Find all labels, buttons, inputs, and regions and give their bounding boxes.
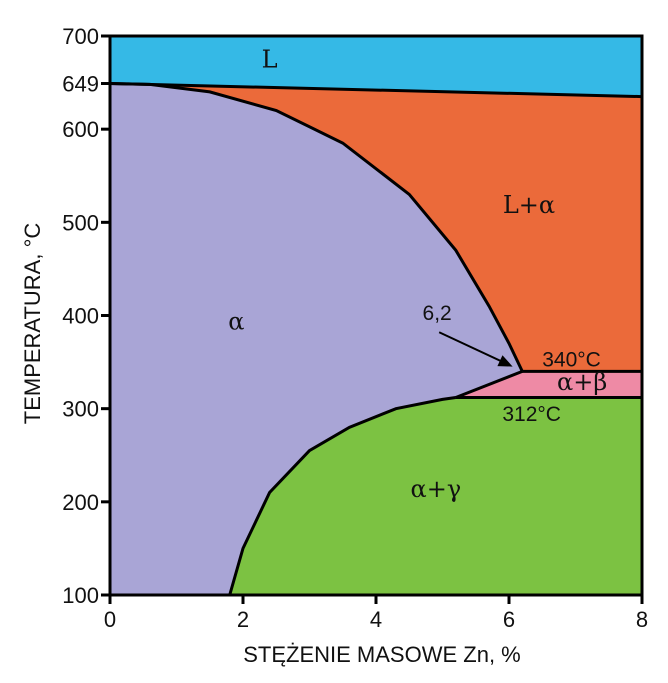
y-tick-label: 100	[62, 583, 99, 608]
x-axis-title: STĘŻENIE MASOWE Zn, %	[243, 642, 520, 667]
y-tick-label: 200	[62, 490, 99, 515]
label-alpha: α	[228, 307, 244, 335]
region-L	[110, 36, 642, 97]
region-alpha-gamma	[229, 397, 642, 595]
label-L: L	[262, 46, 278, 74]
region-alpha-beta	[455, 371, 642, 398]
label-alpha-beta: α+β	[557, 368, 607, 396]
x-tick-label: 6	[503, 607, 515, 632]
y-tick-label: 300	[62, 397, 99, 422]
y-axis-title: TEMPERATURA, °C	[20, 223, 45, 425]
y-tick-label: 500	[62, 210, 99, 235]
phase-boundaries	[109, 82, 643, 596]
y-axis-ticks: 700 649 600 500 400 300 200 100	[62, 24, 110, 608]
label-alpha-gamma: α+γ	[411, 475, 462, 503]
y-tick-label: 649	[62, 72, 99, 97]
region-L-alpha	[110, 83, 642, 372]
alpha-gamma-solvus	[228, 396, 457, 596]
eutectoid-temperature-label: 312°C	[502, 403, 561, 426]
label-L-alpha: L+α	[503, 191, 555, 219]
solubility-arrow	[438, 331, 510, 366]
alpha-beta-solvus	[455, 370, 523, 399]
solidus-line	[109, 82, 524, 373]
x-tick-label: 2	[237, 607, 249, 632]
solubility-arrowhead	[497, 355, 513, 367]
phase-regions	[110, 36, 642, 595]
eutectic-temperature-label: 340°C	[542, 349, 601, 372]
solubility-annotation: 6,2	[423, 302, 452, 325]
y-tick-label: 700	[62, 24, 99, 49]
y-tick-label: 400	[62, 304, 99, 329]
liquidus-line	[109, 82, 643, 99]
y-tick-label: 600	[62, 117, 99, 142]
x-tick-label: 8	[636, 607, 648, 632]
x-axis-ticks: 0 2 4 6 8	[104, 595, 648, 632]
region-alpha	[110, 83, 523, 595]
x-tick-label: 4	[370, 607, 382, 632]
x-tick-label: 0	[104, 607, 116, 632]
